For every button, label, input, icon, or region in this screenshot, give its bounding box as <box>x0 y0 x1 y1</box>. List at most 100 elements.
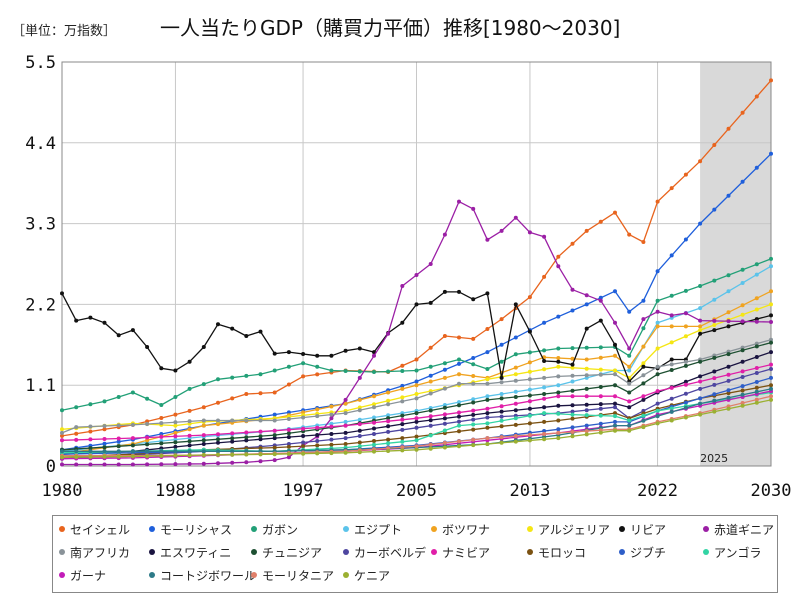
legend-item: エジプト <box>343 521 402 538</box>
legend-label: ケニア <box>354 569 391 583</box>
data-point <box>286 431 291 436</box>
data-point <box>400 445 405 450</box>
data-point <box>116 454 121 459</box>
legend-label: アンゴラ <box>714 546 762 560</box>
data-point <box>372 449 376 454</box>
data-point <box>527 433 532 437</box>
data-point <box>641 381 646 386</box>
data-point <box>428 414 433 419</box>
legend-label: ガーナ <box>70 569 107 583</box>
data-point <box>613 383 617 388</box>
data-point <box>130 443 135 448</box>
data-point <box>740 403 745 408</box>
data-point <box>485 381 490 386</box>
data-point <box>726 289 731 294</box>
data-point <box>329 424 334 429</box>
data-point <box>428 364 433 369</box>
data-point <box>386 441 391 446</box>
data-point <box>428 262 433 266</box>
data-point <box>343 423 348 428</box>
data-point <box>400 363 405 368</box>
data-point <box>74 425 79 430</box>
data-point <box>130 454 135 459</box>
data-point <box>769 397 773 402</box>
data-point <box>357 346 362 351</box>
series-lines <box>60 78 773 467</box>
data-point <box>216 400 220 405</box>
data-point <box>286 382 291 387</box>
data-point <box>542 359 547 363</box>
data-point <box>712 328 717 333</box>
data-point <box>428 433 433 438</box>
data-point <box>655 309 660 314</box>
data-point <box>513 389 518 394</box>
data-point <box>740 348 745 353</box>
data-point <box>130 462 135 467</box>
data-point <box>669 340 674 345</box>
data-point <box>400 417 405 422</box>
data-point <box>613 210 617 215</box>
data-point <box>641 364 646 369</box>
x-tick-label: 2030 <box>751 481 792 501</box>
data-point <box>272 436 277 441</box>
data-point <box>230 452 235 457</box>
data-point <box>286 417 291 421</box>
data-point <box>499 409 504 414</box>
data-point <box>556 346 561 351</box>
data-point <box>513 335 518 340</box>
data-point <box>726 364 731 369</box>
data-point <box>584 366 589 371</box>
data-point <box>130 328 135 333</box>
data-point <box>286 427 291 432</box>
data-point <box>485 436 490 441</box>
data-point <box>301 374 306 379</box>
data-point <box>485 350 490 355</box>
data-point <box>769 394 773 399</box>
data-point <box>60 430 64 435</box>
data-point <box>584 357 589 362</box>
data-point <box>740 110 745 115</box>
data-point <box>457 381 461 386</box>
data-point <box>343 401 348 406</box>
legend-marker-icon <box>703 525 709 532</box>
data-point <box>669 313 674 318</box>
data-point <box>740 281 745 285</box>
data-point <box>542 385 547 390</box>
data-point <box>584 402 589 407</box>
data-point <box>315 414 320 419</box>
data-point <box>613 414 617 419</box>
data-point <box>272 351 277 356</box>
legend-item: チュニジア <box>251 544 322 561</box>
data-point <box>655 372 660 377</box>
data-point <box>130 449 135 454</box>
data-point <box>230 449 235 454</box>
data-point <box>627 353 632 358</box>
legend-item: モーリシャス <box>149 521 232 538</box>
data-point <box>769 78 773 83</box>
legend-item: ジブチ <box>619 544 666 561</box>
data-point <box>726 395 731 400</box>
data-point <box>613 428 617 433</box>
data-point <box>669 406 674 411</box>
data-point <box>216 322 220 327</box>
data-point <box>570 409 575 414</box>
data-point <box>414 419 419 424</box>
data-point <box>627 423 632 428</box>
data-point <box>301 434 306 438</box>
data-point <box>201 453 206 457</box>
data-point <box>485 377 490 382</box>
data-point <box>499 414 504 419</box>
data-point <box>627 364 632 369</box>
data-point <box>442 386 447 391</box>
data-point <box>740 369 745 374</box>
data-point <box>754 355 759 359</box>
legend-item: ナミビア <box>431 544 490 561</box>
legend-item: ガーナ <box>59 567 106 584</box>
data-point <box>301 352 306 356</box>
data-point <box>754 400 759 405</box>
data-point <box>740 392 745 397</box>
data-point <box>655 364 660 369</box>
data-point <box>357 434 362 438</box>
data-point <box>726 310 731 315</box>
